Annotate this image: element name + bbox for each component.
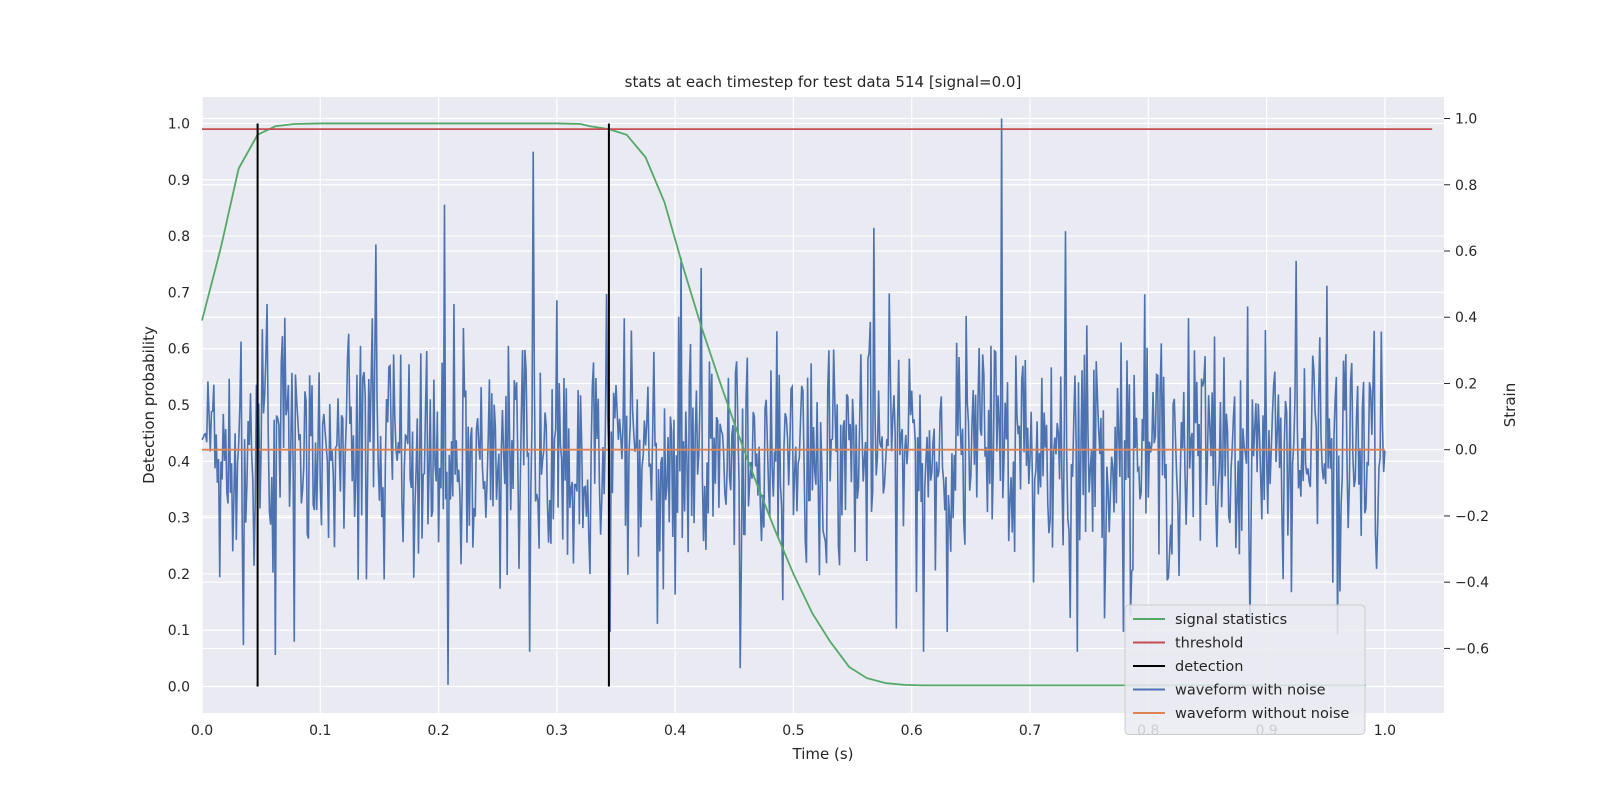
x-tick-label: 0.1	[309, 723, 331, 739]
y-right-tick-label: 0.6	[1455, 244, 1477, 260]
legend-label: signal statistics	[1175, 612, 1287, 628]
y-right-tick-label: 0.0	[1455, 443, 1477, 459]
y-axis-right-label: Strain	[1501, 383, 1519, 427]
y-left-tick-label: 0.1	[168, 623, 190, 639]
y-left-tick-label: 0.7	[168, 285, 190, 301]
legend: signal statistics threshold detection wavef…	[1124, 604, 1366, 735]
y-axis-left-label: Detection probability	[140, 326, 158, 484]
x-tick-label: 0.5	[782, 723, 804, 739]
y-right-tick-label: −0.6	[1455, 641, 1489, 657]
legend-label: waveform with noise	[1175, 683, 1326, 699]
y-right-tick-label: −0.2	[1455, 509, 1489, 525]
y-left-tick-label: 0.9	[168, 173, 190, 189]
y-left-tick-label: 0.8	[168, 229, 190, 245]
x-axis-label: Time (s)	[792, 745, 854, 763]
axes: 0.0 0.1 0.2 0.3 0.4 0.5 0.6 0.7 0.8 0.9 1.0 0.0 0.1 0…	[168, 112, 1489, 739]
y-left-tick-label: 0.6	[168, 342, 190, 358]
x-tick-label: 1.0	[1374, 723, 1396, 739]
y-right-tick-label: 0.8	[1455, 178, 1477, 194]
y-left-tick-label: 0.5	[168, 398, 190, 414]
x-tick-label: 0.3	[546, 723, 568, 739]
legend-label: threshold	[1175, 636, 1243, 652]
series-layer	[201, 118, 1433, 687]
y-left-tick-label: 0.2	[168, 567, 190, 583]
legend-label: waveform without noise	[1175, 706, 1349, 722]
legend-label: detection	[1175, 659, 1243, 675]
y-left-tick-label: 1.0	[168, 116, 190, 132]
y-left-tick-label: 0.4	[168, 454, 190, 470]
legend-box	[1124, 604, 1366, 735]
series-line-signal-statistics	[201, 122, 1366, 687]
y-right-tick-label: 0.4	[1455, 310, 1477, 326]
x-tick-label: 0.4	[664, 723, 686, 739]
x-tick-label: 0.2	[427, 723, 449, 739]
y-right-tick-label: −0.4	[1455, 575, 1489, 591]
y-right-tick-label: 0.2	[1455, 376, 1477, 392]
x-tick-label: 0.7	[1019, 723, 1041, 739]
y-left-tick-label: 0.0	[168, 680, 190, 696]
x-tick-label: 0.6	[901, 723, 923, 739]
y-left-tick-label: 0.3	[168, 511, 190, 527]
chart-title: stats at each timestep for test data 514…	[625, 73, 1022, 91]
x-tick-label: 0.0	[191, 723, 213, 739]
y-right-tick-label: 1.0	[1455, 112, 1477, 128]
